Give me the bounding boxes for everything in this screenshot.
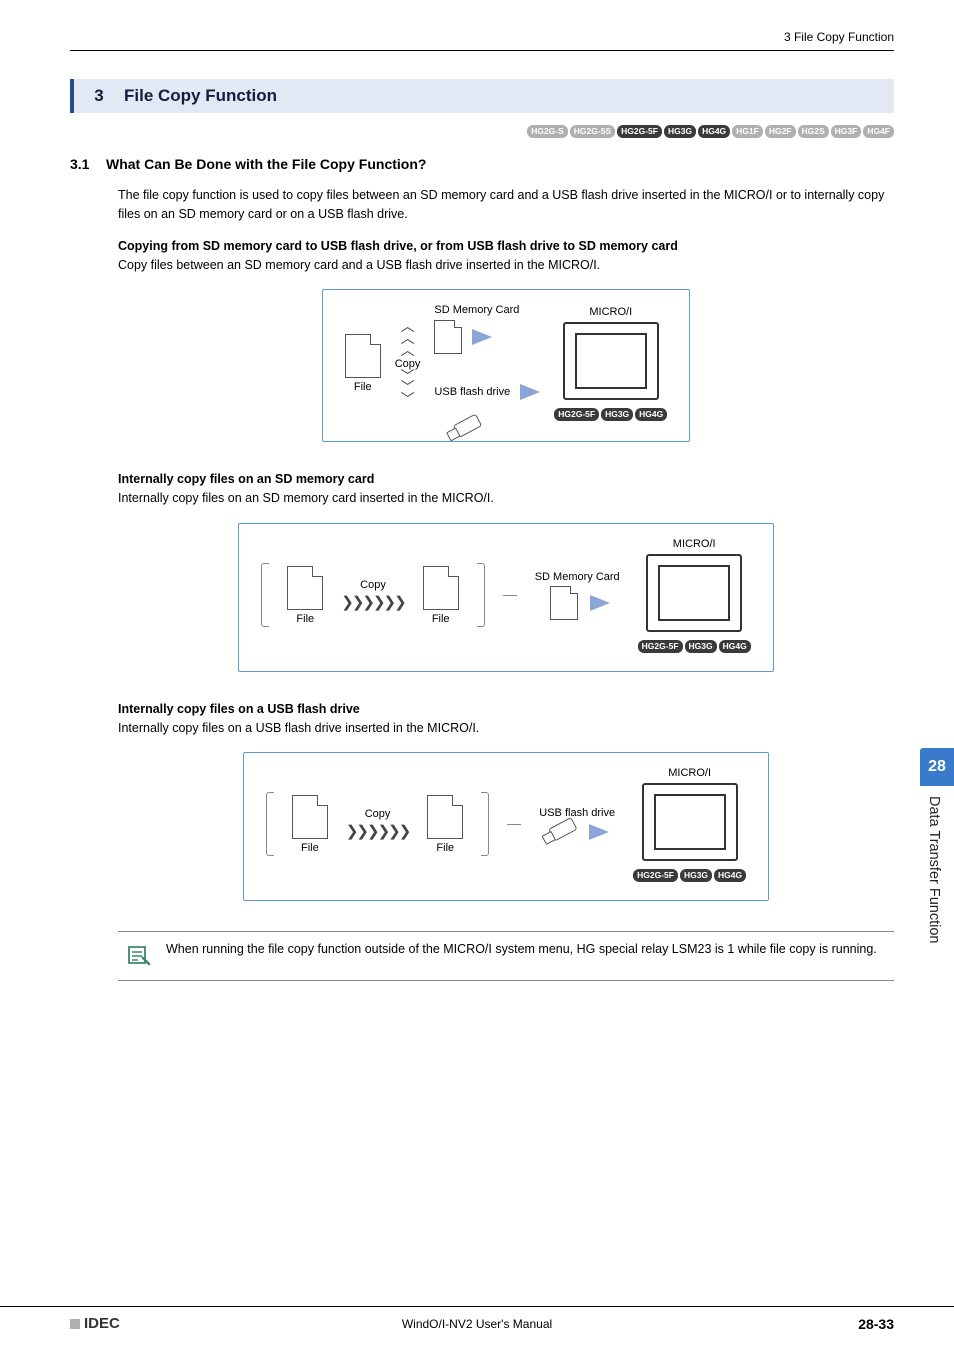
subsection-heading: 3.1 What Can Be Done with the File Copy …	[70, 156, 894, 172]
model-badge: HG3G	[664, 125, 696, 138]
model-badge: HG4G	[698, 125, 730, 138]
chevron-right-icon: ❯❯❯❯❯❯	[346, 822, 409, 840]
file-icon	[423, 566, 459, 610]
file-label: File	[354, 381, 372, 393]
file-label: File	[296, 613, 314, 625]
note-callout: When running the file copy function outs…	[118, 931, 894, 981]
block2-desc: Internally copy files on an SD memory ca…	[118, 489, 894, 508]
model-badge: HG2G-S	[527, 125, 568, 138]
model-badge-row: HG2G-S HG2G-5S HG2G-5F HG3G HG4G HG1F HG…	[70, 125, 894, 138]
chevron-up-icon: ︿	[401, 346, 415, 356]
model-badge: HG2G-5F	[617, 125, 662, 138]
model-badge: HG4G	[719, 640, 751, 653]
arrow-right-icon	[590, 595, 610, 611]
chevron-down-icon: ﹀	[401, 395, 415, 405]
diagram-sd-usb-copy: File ︿ ︿ ︿ Copy ﹀ ﹀ ﹀ SD Memory Card	[322, 289, 691, 442]
microi-label: MICRO/I	[589, 306, 632, 318]
chevron-right-icon: ❯❯❯❯❯❯	[341, 593, 404, 611]
file-icon	[345, 334, 381, 378]
model-badge: HG4G	[714, 869, 746, 882]
section-heading-bar: 3 File Copy Function	[70, 79, 894, 113]
subsection-number: 3.1	[70, 156, 106, 172]
chapter-number: 28	[920, 748, 954, 786]
bracket-icon	[481, 792, 489, 856]
bracket-icon	[266, 792, 274, 856]
block1-desc: Copy files between an SD memory card and…	[118, 256, 894, 275]
diagram-usb-internal-copy: File Copy ❯❯❯❯❯❯ File USB flash drive	[243, 752, 769, 901]
model-badge: HG4F	[863, 125, 894, 138]
model-badge: HG3G	[680, 869, 712, 882]
model-badge: HG2F	[765, 125, 796, 138]
manual-title: WindO/I-NV2 User's Manual	[402, 1317, 552, 1331]
brand-logo: IDEC	[70, 1315, 120, 1332]
section-title: File Copy Function	[124, 86, 277, 106]
file-label: File	[436, 842, 454, 854]
diagram-sd-internal-copy: File Copy ❯❯❯❯❯❯ File SD Memory Card	[238, 523, 773, 672]
file-icon	[292, 795, 328, 839]
section-number: 3	[74, 86, 124, 106]
model-badge: HG2S	[798, 125, 829, 138]
model-badge: HG2G-5S	[570, 125, 615, 138]
bracket-icon	[477, 563, 485, 627]
subsection-title: What Can Be Done with the File Copy Func…	[106, 156, 426, 172]
copy-label: Copy	[365, 808, 391, 820]
model-badge: HG4G	[635, 408, 667, 421]
chapter-label: Data Transfer Function	[926, 786, 948, 944]
microi-device-icon	[642, 783, 738, 861]
connector-line	[503, 595, 517, 596]
chapter-side-tab: 28 Data Transfer Function	[920, 748, 954, 944]
brand-name: IDEC	[84, 1315, 120, 1332]
microi-device-icon	[563, 322, 659, 400]
sd-card-label: SD Memory Card	[535, 571, 620, 583]
block3-desc: Internally copy files on a USB flash dri…	[118, 719, 894, 738]
microi-label: MICRO/I	[673, 538, 716, 550]
model-badge: HG3G	[685, 640, 717, 653]
note-icon	[122, 940, 154, 972]
file-label: File	[432, 613, 450, 625]
page-breadcrumb: 3 File Copy Function	[70, 30, 894, 51]
model-badge: HG2G-5F	[638, 640, 683, 653]
block2-heading: Internally copy files on an SD memory ca…	[118, 472, 894, 486]
sd-card-icon	[434, 320, 462, 354]
page-footer: IDEC WindO/I-NV2 User's Manual 28-33	[0, 1306, 954, 1332]
microi-device-icon	[646, 554, 742, 632]
file-icon	[287, 566, 323, 610]
sd-card-icon	[550, 586, 578, 620]
sd-card-label: SD Memory Card	[434, 304, 519, 316]
model-badge: HG3G	[601, 408, 633, 421]
model-badge: HG3F	[831, 125, 862, 138]
copy-label: Copy	[360, 579, 386, 591]
note-text: When running the file copy function outs…	[166, 940, 877, 972]
model-badge: HG2G-5F	[633, 869, 678, 882]
model-badge: HG1F	[732, 125, 763, 138]
arrow-right-icon	[472, 329, 492, 345]
model-badge: HG2G-5F	[554, 408, 599, 421]
usb-label: USB flash drive	[539, 807, 615, 819]
arrow-right-icon	[589, 824, 609, 840]
block1-heading: Copying from SD memory card to USB flash…	[118, 239, 894, 253]
file-icon	[427, 795, 463, 839]
bracket-icon	[261, 563, 269, 627]
file-label: File	[301, 842, 319, 854]
brand-square-icon	[70, 1319, 80, 1329]
microi-label: MICRO/I	[668, 767, 711, 779]
usb-label: USB flash drive	[434, 386, 510, 398]
block3-heading: Internally copy files on a USB flash dri…	[118, 702, 894, 716]
connector-line	[507, 824, 521, 825]
intro-paragraph: The file copy function is used to copy f…	[118, 186, 894, 225]
usb-drive-icon	[548, 817, 580, 846]
page-number: 28-33	[858, 1316, 894, 1332]
